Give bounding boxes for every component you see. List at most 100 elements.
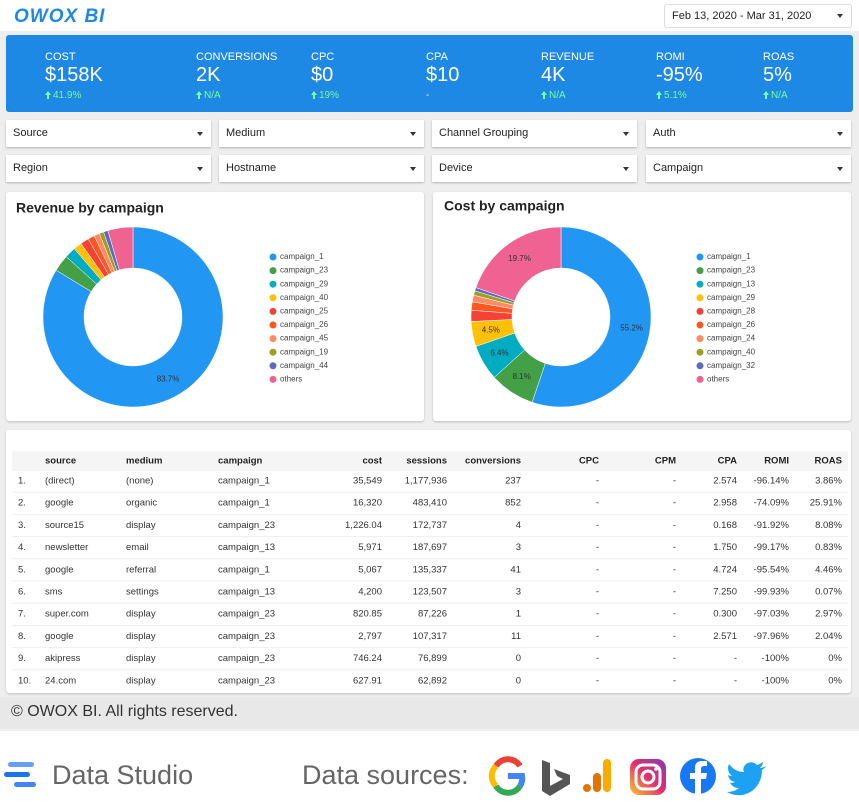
- table-cell: campaign_23: [218, 653, 275, 664]
- table-cell: 2.571: [713, 631, 737, 642]
- filter-dropdown[interactable]: Device: [432, 155, 637, 182]
- table-cell: 3.: [18, 520, 26, 531]
- table-cell: email: [126, 542, 149, 553]
- table-cell: 24.com: [45, 675, 76, 686]
- table-cell: 5,971: [358, 542, 382, 553]
- legend-swatch: [696, 307, 704, 315]
- table-cell: 3.86%: [815, 476, 842, 487]
- table-cell: 0.300: [713, 609, 737, 620]
- legend-swatch: [696, 294, 704, 302]
- table-cell: -: [734, 675, 737, 686]
- trend-arrow: [45, 91, 51, 99]
- table-cell: 62,892: [418, 675, 447, 686]
- kpi-label: CPA: [426, 51, 448, 63]
- table-cell: -: [596, 498, 599, 509]
- table-cell: campaign_23: [218, 609, 275, 620]
- table-cell: -99.17%: [754, 542, 790, 553]
- slice-label: 4.5%: [482, 326, 500, 335]
- slice-label: 8.1%: [513, 372, 531, 381]
- trend-arrow: [541, 91, 547, 99]
- facebook-logo: [680, 758, 716, 794]
- legend-label: campaign_24: [707, 334, 756, 343]
- dropdown-caret: [197, 167, 203, 171]
- kpi-change: 5.1%: [664, 90, 687, 101]
- table-cell: 4: [516, 520, 521, 531]
- chart-title: Revenue by campaign: [16, 200, 164, 216]
- legend-swatch: [696, 375, 704, 383]
- column-header: medium: [126, 456, 162, 467]
- table-cell: -96.14%: [754, 476, 790, 487]
- table-cell: display: [126, 609, 156, 620]
- table-cell: campaign_23: [218, 675, 275, 686]
- date-picker[interactable]: Feb 13, 2020 - Mar 31, 2020: [664, 4, 852, 28]
- table-cell: 0%: [828, 653, 842, 664]
- table-cell: 5.: [18, 564, 26, 575]
- legend-label: others: [280, 375, 302, 384]
- table-cell: 4.46%: [815, 564, 842, 575]
- table-cell: -: [596, 653, 599, 664]
- legend-label: campaign_1: [280, 252, 324, 261]
- filter-dropdown[interactable]: Auth: [646, 120, 851, 147]
- filter-dropdown[interactable]: Hostname: [219, 155, 424, 182]
- kpi-label: ROMI: [656, 51, 685, 63]
- legend-label: campaign_44: [280, 361, 329, 370]
- filter-dropdown[interactable]: Campaign: [646, 155, 851, 182]
- pie-slice: [42, 226, 224, 408]
- kpi-bar: [6, 35, 853, 112]
- table-cell: -: [673, 520, 676, 531]
- filter-dropdown[interactable]: Channel Grouping: [432, 120, 637, 147]
- legend-swatch: [269, 335, 277, 343]
- kpi-value: -95%: [656, 64, 703, 86]
- legend-swatch: [696, 253, 704, 261]
- legend-label: campaign_23: [707, 266, 756, 275]
- table-cell: 2.574: [713, 476, 737, 487]
- table-cell: -95.54%: [754, 564, 790, 575]
- legend-label: campaign_40: [707, 347, 756, 356]
- table-header-bg: [12, 451, 848, 471]
- dropdown-caret: [837, 167, 843, 171]
- date-range: Feb 13, 2020 - Mar 31, 2020: [672, 10, 812, 22]
- legend-label: campaign_13: [707, 279, 756, 288]
- column-header: ROMI: [764, 456, 789, 467]
- table-cell: newsletter: [45, 542, 88, 553]
- legend-label: campaign_1: [707, 252, 751, 261]
- table-cell: -: [673, 675, 676, 686]
- kpi-change: 41.9%: [53, 90, 82, 101]
- trend-arrow: [196, 91, 202, 99]
- table-cell: 4.724: [713, 564, 737, 575]
- table-cell: -97.96%: [754, 631, 790, 642]
- filter-dropdown[interactable]: Source: [6, 120, 211, 147]
- trend-arrow: [763, 91, 769, 99]
- dropdown-caret: [623, 132, 629, 136]
- table-cell: 3: [516, 542, 521, 553]
- table-cell: -: [673, 609, 676, 620]
- legend-swatch: [269, 294, 277, 302]
- filter-dropdown[interactable]: Medium: [219, 120, 424, 147]
- table-cell: display: [126, 675, 156, 686]
- dropdown-caret: [197, 132, 203, 136]
- legend-swatch: [269, 307, 277, 315]
- table-cell: 2.958: [713, 498, 737, 509]
- product-name: Data Studio: [52, 760, 194, 790]
- analytics-logo: [583, 759, 611, 792]
- column-header: sessions: [406, 456, 447, 467]
- copyright: © OWOX BI. All rights reserved.: [11, 703, 238, 720]
- table-cell: display: [126, 653, 156, 664]
- table-cell: referral: [126, 564, 156, 575]
- table-cell: -: [673, 631, 676, 642]
- table-cell: 0.07%: [815, 587, 842, 598]
- legend-label: campaign_25: [280, 307, 329, 316]
- table-cell: 1.750: [713, 542, 737, 553]
- table-cell: 746.24: [353, 653, 382, 664]
- table-cell: campaign_1: [218, 498, 270, 509]
- table-cell: 76,899: [418, 653, 447, 664]
- filter-dropdown[interactable]: Region: [6, 155, 211, 182]
- twitter-logo: [727, 762, 766, 796]
- table-cell: 8.08%: [815, 520, 842, 531]
- legend-swatch: [696, 362, 704, 370]
- table-cell: 187,697: [413, 542, 447, 553]
- table-cell: -: [596, 609, 599, 620]
- kpi-value: 2K: [196, 64, 221, 86]
